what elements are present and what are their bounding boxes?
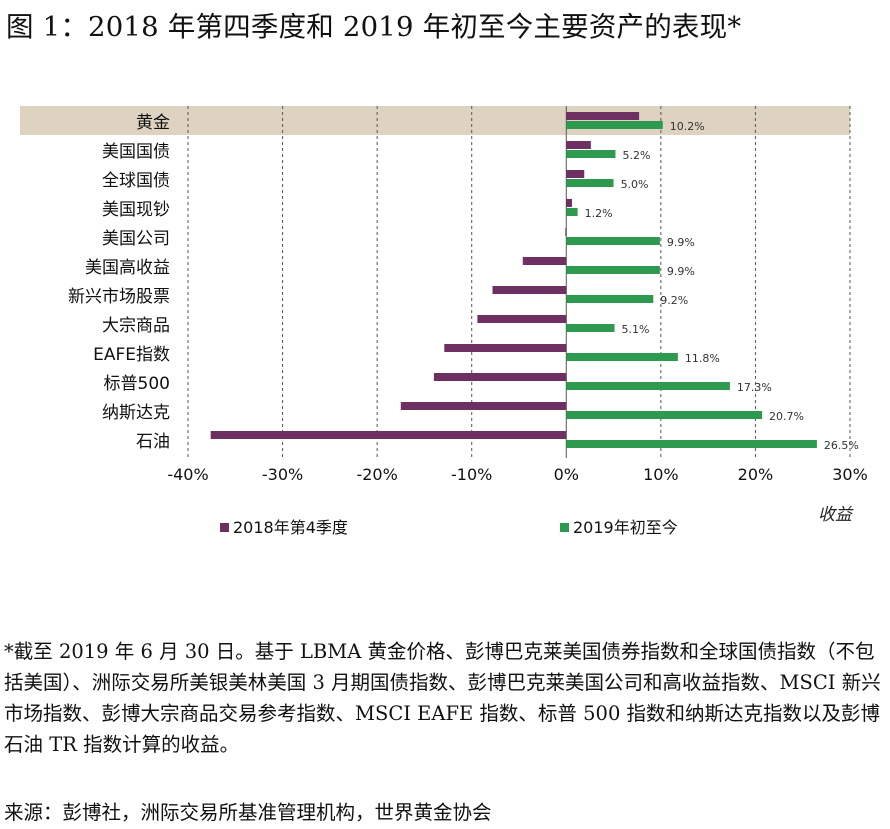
data-label: 5.2% bbox=[622, 149, 650, 162]
x-tick-label: -40% bbox=[167, 465, 208, 484]
data-label: 20.7% bbox=[769, 410, 804, 423]
bar-q4-2018 bbox=[522, 257, 567, 265]
x-tick-label: -30% bbox=[262, 465, 303, 484]
bar-q4-2018 bbox=[566, 112, 640, 120]
category-label: 纳斯达克 bbox=[102, 403, 170, 423]
category-label: 大宗商品 bbox=[102, 316, 170, 336]
x-tick-label: 0% bbox=[554, 465, 579, 484]
category-label: EAFE指数 bbox=[93, 345, 170, 365]
bar-ytd-2019 bbox=[566, 353, 678, 361]
bar-q4-2018 bbox=[210, 431, 567, 439]
x-tick-label: 30% bbox=[832, 465, 868, 484]
x-tick-label: -20% bbox=[356, 465, 397, 484]
bar-q4-2018 bbox=[565, 228, 567, 236]
category-label: 美国国债 bbox=[102, 142, 170, 162]
category-label: 美国公司 bbox=[102, 229, 170, 249]
data-label: 11.8% bbox=[685, 352, 720, 365]
category-label: 全球国债 bbox=[102, 171, 170, 191]
highlight-bands bbox=[20, 106, 850, 135]
bar-q4-2018 bbox=[444, 344, 567, 352]
bar-ytd-2019 bbox=[566, 179, 614, 187]
bar-q4-2018 bbox=[492, 286, 567, 294]
bar-q4-2018 bbox=[433, 373, 567, 381]
category-label: 美国现钞 bbox=[102, 200, 170, 220]
bar-ytd-2019 bbox=[566, 121, 663, 129]
bar-q4-2018 bbox=[566, 199, 572, 207]
legend-swatch bbox=[220, 523, 229, 532]
bar-q4-2018 bbox=[400, 402, 567, 410]
category-label: 新兴市场股票 bbox=[68, 287, 170, 307]
data-label: 5.0% bbox=[621, 178, 649, 191]
legend-label: 2018年第4季度 bbox=[233, 518, 348, 537]
data-label: 9.9% bbox=[667, 265, 695, 278]
bar-ytd-2019 bbox=[566, 237, 660, 245]
figure-title: 图 1：2018 年第四季度和 2019 年初至今主要资产的表现* bbox=[6, 11, 742, 43]
data-label: 10.2% bbox=[670, 120, 705, 133]
data-label: 9.9% bbox=[667, 236, 695, 249]
bar-q4-2018 bbox=[566, 170, 585, 178]
x-tick-label: 10% bbox=[643, 465, 679, 484]
category-label: 美国高收益 bbox=[85, 258, 170, 278]
bar-ytd-2019 bbox=[566, 295, 654, 303]
legend-label: 2019年初至今 bbox=[573, 518, 678, 537]
grid-lines bbox=[187, 106, 851, 458]
source-note: 来源：彭博社，洲际交易所基准管理机构，世界黄金协会 bbox=[4, 801, 492, 824]
bar-ytd-2019 bbox=[566, 266, 660, 274]
bar-ytd-2019 bbox=[566, 208, 578, 216]
category-label: 石油 bbox=[136, 432, 170, 452]
data-label: 9.2% bbox=[660, 294, 688, 307]
legend: 2018年第4季度 2019年初至今 bbox=[220, 518, 678, 537]
x-axis-label: 收益 bbox=[818, 505, 854, 525]
bar-ytd-2019 bbox=[566, 411, 763, 419]
data-label: 17.3% bbox=[737, 381, 772, 394]
bar-q4-2018 bbox=[477, 315, 567, 323]
data-label: 5.1% bbox=[622, 323, 650, 336]
bar-ytd-2019 bbox=[566, 324, 615, 332]
bars bbox=[210, 112, 817, 448]
highlight-band bbox=[20, 106, 850, 135]
footnote: *截至 2019 年 6 月 30 日。基于 LBMA 黄金价格、彭博巴克莱美国… bbox=[4, 636, 888, 760]
category-label: 黄金 bbox=[136, 113, 170, 133]
footnote-text: *截至 2019 年 6 月 30 日。基于 LBMA 黄金价格、彭博巴克莱美国… bbox=[4, 640, 881, 756]
x-tick-label: 20% bbox=[738, 465, 774, 484]
bar-ytd-2019 bbox=[566, 150, 616, 158]
bar-q4-2018 bbox=[566, 141, 591, 149]
bar-ytd-2019 bbox=[566, 440, 817, 448]
data-label: 1.2% bbox=[585, 207, 613, 220]
x-tick-labels: -40% -30% -20% -10% 0% 10% 20% 30% bbox=[167, 465, 867, 484]
x-tick-label: -10% bbox=[451, 465, 492, 484]
legend-swatch bbox=[560, 523, 569, 532]
data-labels: 10.2% 5.2% 5.0% 1.2% 9.9% 9.9% 9.2% 5.1% 11.8% 17… bbox=[585, 120, 859, 452]
data-label: 26.5% bbox=[824, 439, 859, 452]
category-label: 标普500 bbox=[104, 374, 170, 394]
bar-ytd-2019 bbox=[566, 382, 730, 390]
